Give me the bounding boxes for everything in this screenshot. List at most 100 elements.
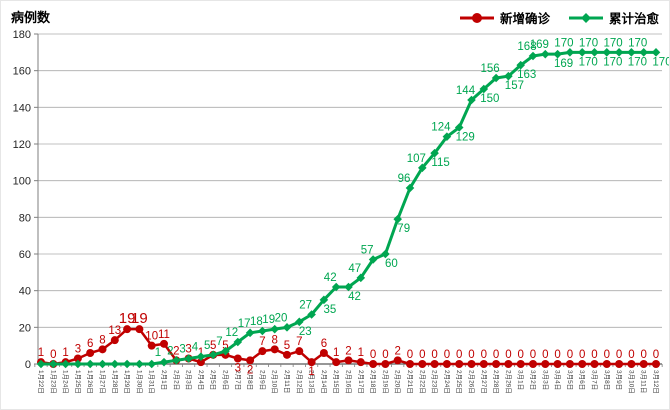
chart-title: 病例数 (11, 10, 51, 25)
data-point-marker (208, 350, 218, 360)
data-point-marker (356, 358, 365, 367)
data-point-marker (135, 325, 144, 334)
data-label: 1 (358, 347, 364, 359)
x-tick-label: 3月3日 (541, 370, 549, 390)
data-label: 8 (271, 334, 277, 346)
cured-line-diamond-icon (568, 12, 603, 23)
x-tick-label: 2月16日 (345, 370, 353, 394)
data-point-marker (98, 345, 107, 354)
data-label: 19 (119, 310, 136, 327)
data-point-marker (258, 347, 267, 356)
x-tick-label: 2月18日 (369, 370, 377, 394)
data-point-marker (73, 359, 83, 369)
data-point-marker (184, 354, 193, 363)
x-tick-label: 1月23日 (49, 370, 57, 394)
x-tick-label: 1月25日 (74, 370, 82, 394)
data-point-marker (639, 48, 648, 57)
data-point-marker (61, 359, 70, 369)
data-label: 0 (468, 349, 474, 361)
y-tick-label: 140 (13, 102, 31, 114)
data-point-marker (639, 360, 648, 368)
x-tick-label: 2月9日 (258, 370, 266, 390)
x-tick-label: 2月24日 (443, 370, 451, 394)
data-point-marker (147, 341, 156, 350)
data-label: 57 (361, 245, 374, 257)
data-label: 168 (517, 41, 536, 53)
data-point-marker (615, 360, 624, 368)
data-label: 1 (333, 347, 339, 359)
data-label: 27 (299, 300, 312, 312)
data-label: 35 (324, 304, 337, 316)
x-tick-label: 2月25日 (455, 370, 463, 394)
data-label: 1 (38, 347, 44, 359)
data-point-marker (565, 48, 575, 57)
data-point-marker (430, 148, 439, 158)
x-tick-label: 3月8日 (603, 370, 611, 390)
data-label: 5 (284, 340, 290, 352)
data-point-marker (467, 95, 476, 105)
x-tick-label: 2月15日 (332, 370, 340, 394)
x-tick-label: 2月11日 (283, 370, 291, 393)
data-label: 169 (554, 58, 573, 70)
data-point-marker (393, 214, 402, 224)
data-point-marker (381, 249, 390, 259)
data-point-marker (49, 359, 58, 369)
x-tick-label: 3月7日 (591, 370, 599, 390)
data-point-marker (319, 349, 328, 357)
y-tick-label: 100 (13, 176, 31, 188)
data-label: 13 (108, 325, 121, 337)
data-label: 0 (591, 349, 597, 361)
data-label: 18 (250, 316, 263, 328)
y-tick-label: 80 (19, 212, 31, 224)
data-label: 0 (370, 349, 376, 361)
data-label: 124 (431, 122, 451, 134)
x-tick-label: 2月3日 (185, 370, 193, 390)
data-label: 6 (87, 338, 93, 350)
data-label: 0 (407, 349, 413, 361)
data-point-marker (590, 360, 599, 368)
data-point-marker (627, 48, 636, 57)
data-label: 0 (542, 349, 548, 361)
data-point-marker (282, 323, 292, 332)
x-tick-label: 2月2日 (172, 370, 180, 390)
x-tick-label: 3月2日 (529, 370, 537, 390)
data-point-marker (381, 360, 390, 368)
new-cases-line-circle-icon (459, 12, 494, 23)
data-label: 6 (321, 338, 327, 350)
data-label: 0 (431, 349, 437, 361)
data-point-marker (270, 345, 279, 354)
data-label: 7 (259, 336, 265, 348)
data-point-marker (553, 49, 562, 59)
x-tick-label: 2月7日 (234, 370, 242, 390)
data-label: 0 (382, 349, 388, 361)
data-label: 157 (505, 80, 524, 92)
data-point-marker (418, 163, 427, 173)
x-tick-label: 2月19日 (381, 370, 389, 394)
data-point-marker (467, 360, 476, 368)
data-label: 7 (216, 336, 222, 348)
data-point-marker (110, 336, 119, 345)
data-point-marker (233, 337, 243, 347)
data-point-marker (590, 48, 599, 57)
y-tick-label: 0 (25, 359, 31, 371)
x-tick-label: 1月30日 (135, 370, 143, 394)
data-label: 23 (299, 326, 312, 338)
data-label: 1 (62, 347, 68, 359)
data-point-marker (393, 356, 402, 365)
data-label: 2 (167, 345, 173, 357)
data-label: 170 (604, 37, 623, 49)
x-tick-label: 2月29日 (504, 370, 512, 394)
data-label: 12 (225, 327, 238, 339)
data-label: 5 (222, 340, 228, 352)
data-label: 79 (397, 223, 410, 235)
x-tick-label: 2月20日 (394, 370, 402, 394)
data-point-marker (442, 132, 452, 141)
data-point-marker (479, 84, 489, 94)
x-tick-label: 3月11日 (640, 370, 648, 393)
y-tick-label: 40 (19, 286, 31, 298)
data-label: 19 (262, 314, 275, 326)
data-point-marker (602, 48, 612, 57)
data-point-marker (577, 48, 587, 57)
data-label: 4 (192, 342, 199, 354)
